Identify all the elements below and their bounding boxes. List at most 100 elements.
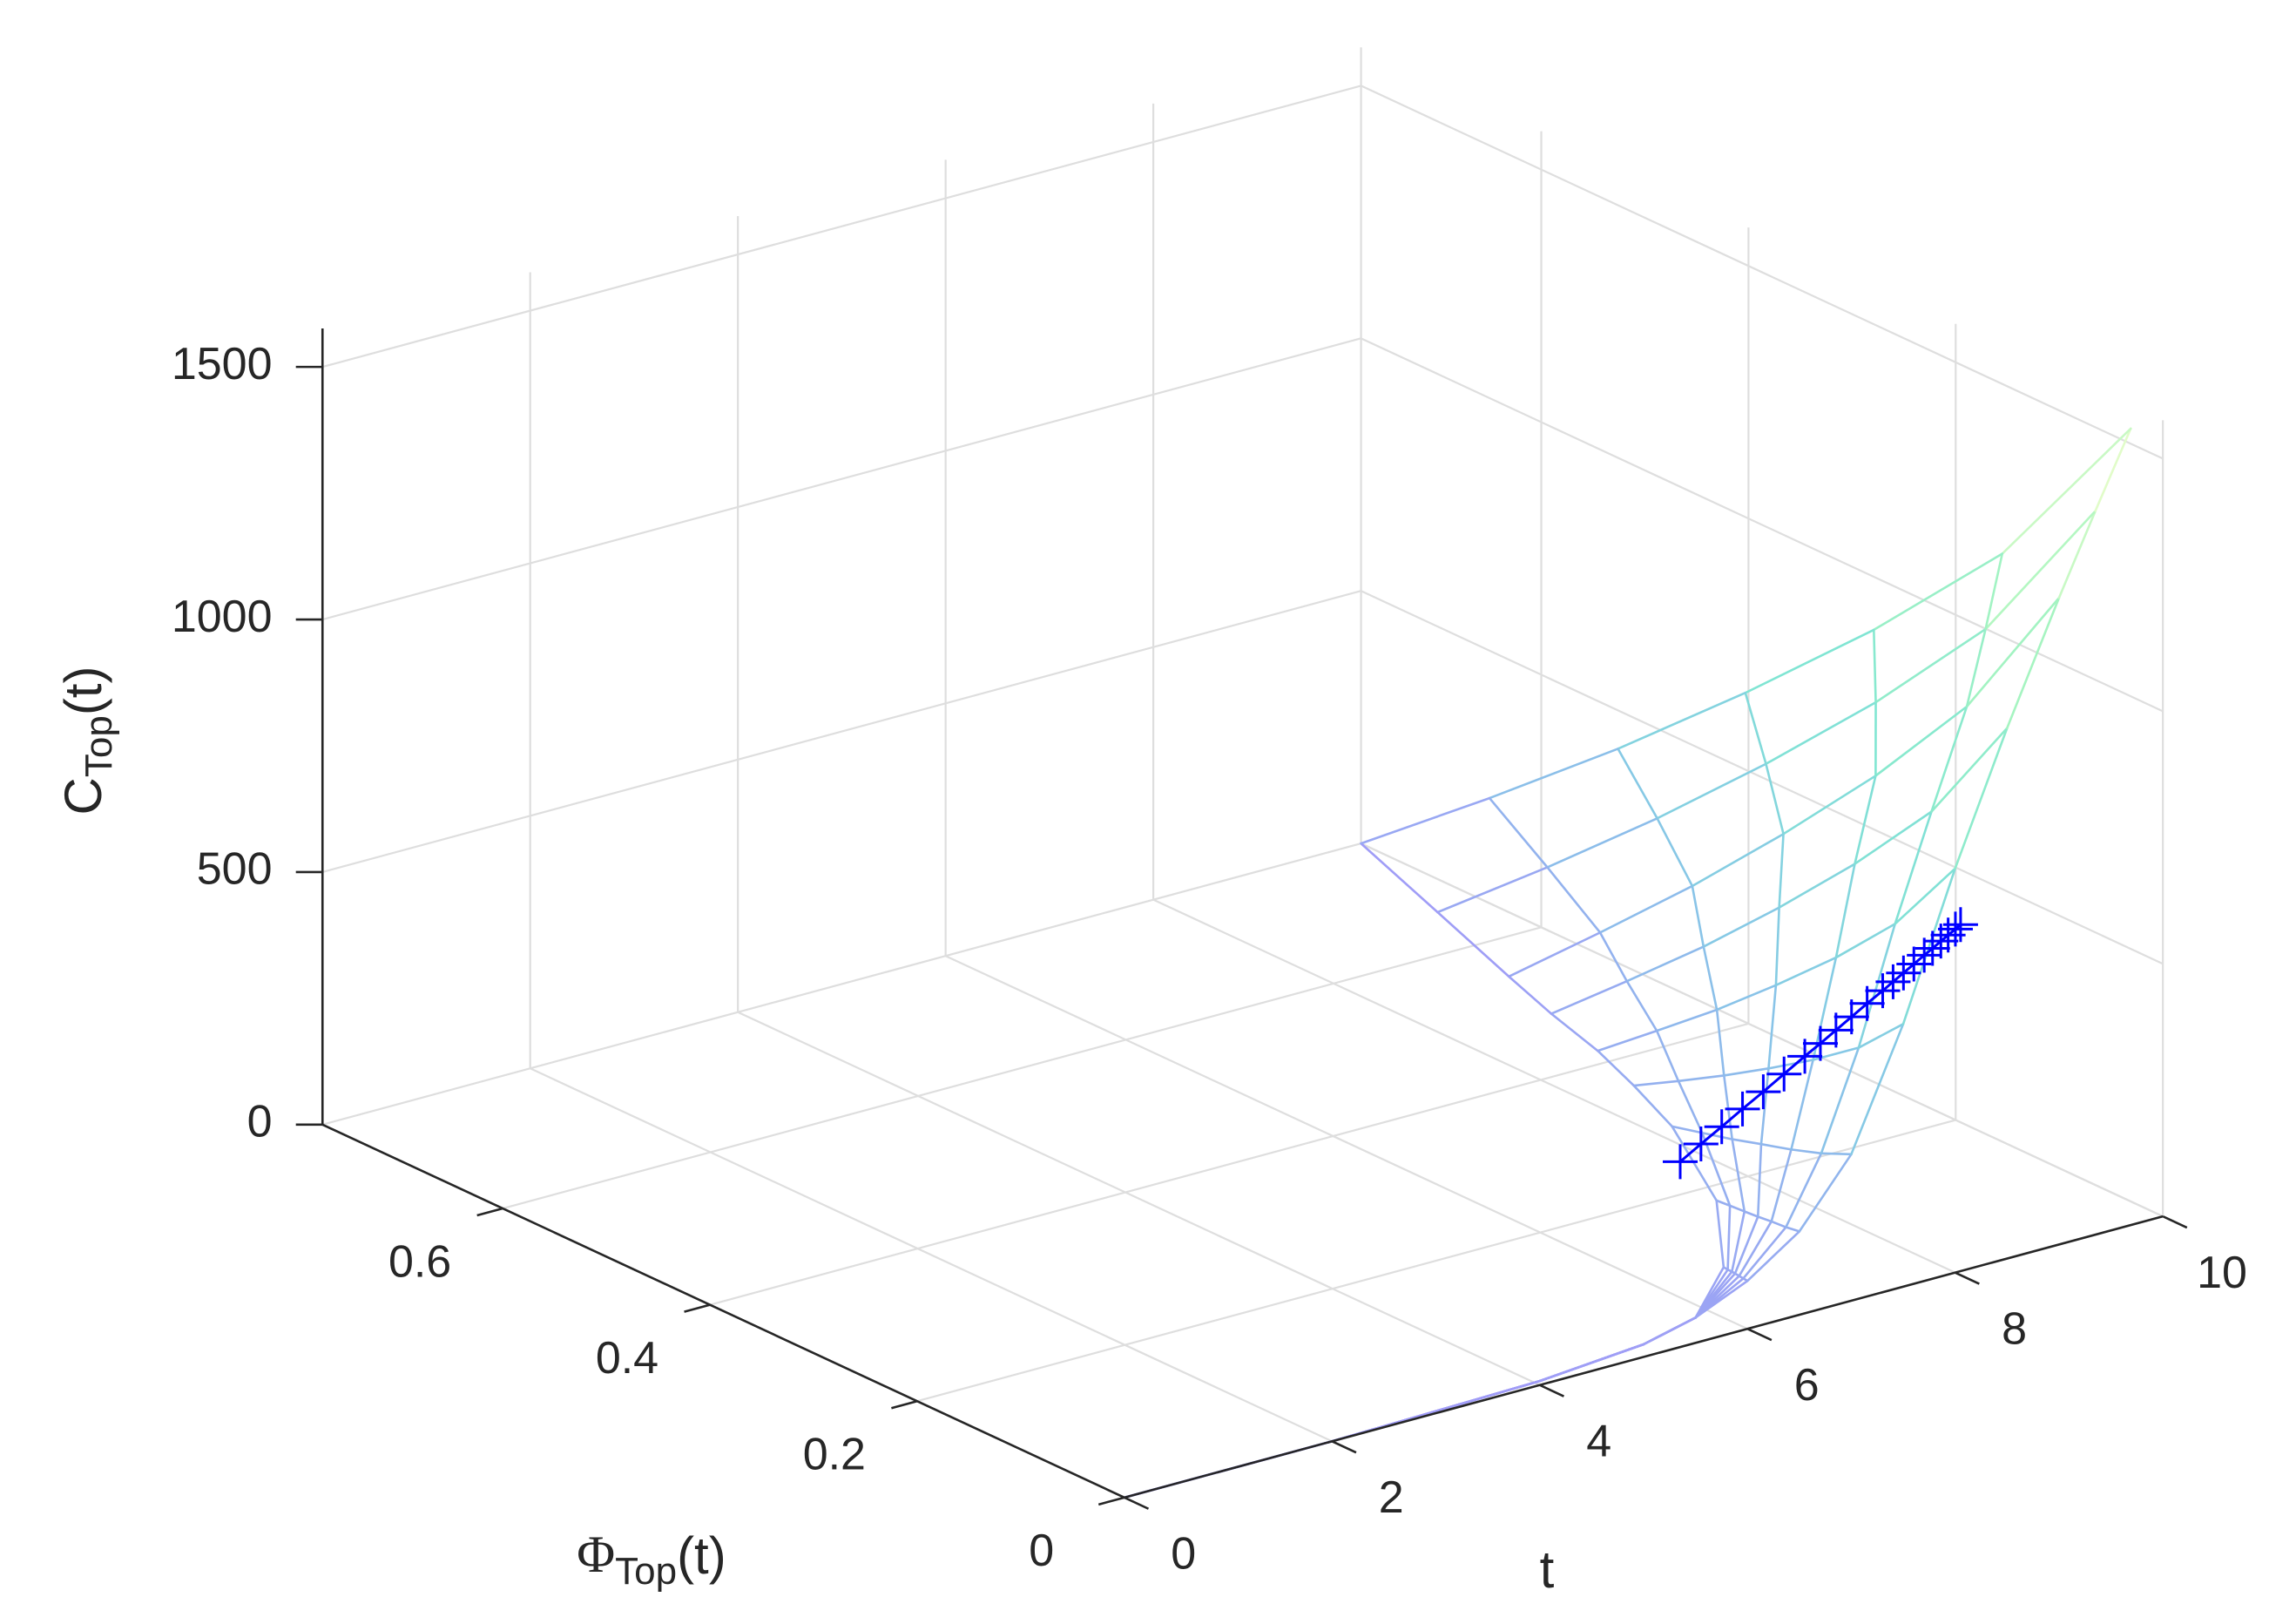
series-marker (1802, 1025, 1838, 1061)
x-tick-label: 6 (1794, 1360, 1820, 1411)
surface-edge (2001, 427, 2132, 555)
surface-edge (1436, 910, 1510, 978)
y-tick (891, 1399, 918, 1410)
surface-edge (1930, 727, 2009, 813)
surface-edge (1436, 866, 1549, 914)
y-tick (476, 1207, 503, 1217)
surface-edge (1857, 1023, 1905, 1049)
surface-edge (1723, 1074, 1733, 1140)
z-label-main: C (54, 777, 112, 815)
surface-edge (1677, 1079, 1704, 1134)
surface-edge (1694, 1266, 1725, 1319)
surface-edge (1782, 775, 1877, 836)
series-marker (1766, 1056, 1802, 1092)
surface-edge (1715, 984, 1778, 1012)
surface-edge (1715, 1199, 1732, 1208)
series-marker (1704, 1109, 1739, 1145)
x-tick-label: 10 (2197, 1248, 2247, 1298)
y-tick-label: 0.4 (596, 1333, 658, 1384)
grid-line (945, 955, 1748, 1330)
surface-edge (1632, 1079, 1680, 1087)
series-marker (1663, 1144, 1698, 1180)
surface-edge (1756, 1215, 1773, 1223)
surface-edge (1656, 762, 1767, 820)
surface-edge (1834, 863, 1856, 959)
surface-edge (1715, 1199, 1725, 1269)
x-tick (2162, 1215, 2188, 1229)
surface-edge (1894, 810, 1933, 925)
surface-edge (1874, 705, 1968, 777)
series-marker (1725, 1091, 1760, 1127)
surface-edge (1360, 796, 1491, 845)
surface-edge (1360, 842, 1439, 914)
x-tick (1746, 1328, 1773, 1342)
surface-edge (1785, 1226, 1801, 1233)
x-axis-line (1124, 1215, 2164, 1499)
grid-line (709, 1022, 1749, 1306)
surface-edge (1617, 691, 1747, 750)
x-tick (1124, 1496, 1150, 1510)
surface-edge (1984, 510, 2097, 631)
series-marker (1896, 946, 1932, 982)
surface-edge (1770, 1148, 1793, 1223)
surface-edge (1874, 627, 1987, 704)
surface-edge (1702, 906, 1780, 948)
surface-edge (1770, 1220, 1787, 1228)
x-tick (1331, 1440, 1357, 1454)
grid-line (1361, 85, 2164, 460)
y-axis-line (321, 1123, 1125, 1499)
surface-edge (1723, 1067, 1770, 1077)
surface-edge (1756, 1142, 1763, 1218)
y-label-sub: Top (615, 1550, 677, 1593)
surface-edge (1790, 1059, 1814, 1151)
surface-edge (1597, 1029, 1658, 1052)
grid-line (916, 1119, 1956, 1403)
grid-line (1361, 590, 2164, 965)
surface-edge (1508, 975, 1553, 1015)
z-label-tail: (t) (54, 667, 112, 716)
z-tick-label: 0 (247, 1097, 273, 1147)
surface-edge (1625, 979, 1658, 1032)
surface-edge (1774, 906, 1780, 987)
surface-edge (1954, 727, 2009, 870)
grid-line (321, 590, 1361, 873)
surface-edge (1671, 1125, 1718, 1202)
surface-edge (1744, 628, 1875, 694)
surface-edge (1873, 628, 1877, 704)
y-label-main: Φ (577, 1526, 615, 1583)
surface-edge (1738, 1220, 1773, 1277)
axis-layer: 0 500 1000 1500 0 0.2 0.4 0.6 0 2 4 6 8 10 (172, 328, 2247, 1580)
surface-edge (1984, 552, 2004, 631)
surface-edge (1930, 705, 1968, 813)
y-label-tail: (t) (677, 1526, 726, 1585)
surface-edge (1743, 1210, 1759, 1218)
surface-edge (1702, 945, 1719, 1012)
surface-edge (1850, 1023, 1905, 1156)
surface-edge (1632, 1084, 1673, 1128)
x-tick-label: 0 (1171, 1529, 1196, 1580)
surface-edge (1726, 1204, 1732, 1271)
surface-edge (1965, 627, 1987, 708)
surface-edge (1854, 810, 1933, 865)
surface-edge (1538, 1343, 1645, 1383)
surface-edge (1790, 1148, 1823, 1155)
surface-layer (1123, 427, 2132, 1499)
surface-edge (1765, 700, 1877, 766)
z-tick-label: 1500 (172, 339, 273, 389)
x-tick (1539, 1384, 1564, 1397)
surface-edge (2057, 510, 2097, 599)
surface-edge (1488, 748, 1619, 800)
surface-edge (1508, 931, 1602, 978)
y-tick (1097, 1496, 1125, 1506)
grid-line (321, 337, 1361, 621)
series-layer (1663, 907, 1978, 1180)
surface-edge (1731, 1138, 1746, 1213)
surface-edge (1656, 816, 1694, 888)
surface-edge (1546, 816, 1658, 869)
surface-edge (1873, 552, 2004, 632)
surface-edge (1715, 1008, 1725, 1077)
surface-edge (1778, 832, 1785, 909)
z-tick-label: 500 (197, 844, 273, 895)
series-marker (1683, 1127, 1719, 1162)
surface-edge (1744, 691, 1767, 766)
